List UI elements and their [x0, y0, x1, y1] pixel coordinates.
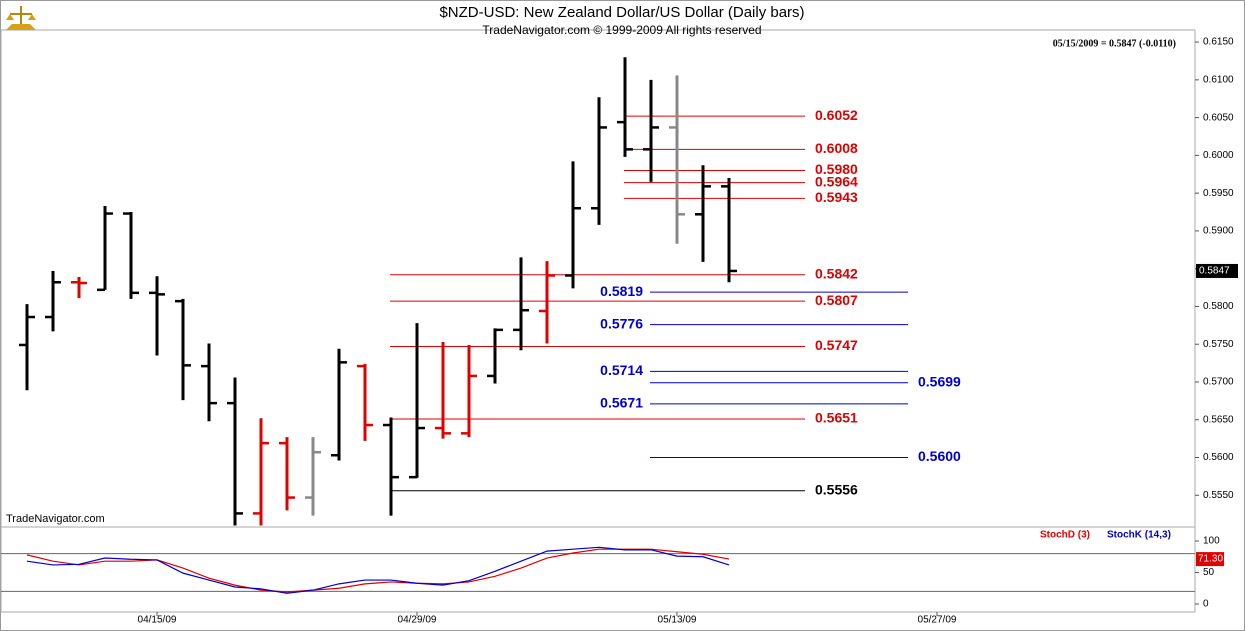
legend-entry: StochD (3) — [1040, 530, 1090, 541]
value-label: 71.30 — [1198, 554, 1223, 565]
y-tick-label: 0.5550 — [1203, 490, 1234, 501]
level-label: 0.5819 — [600, 283, 643, 299]
level-label: 0.5943 — [815, 189, 858, 205]
y-tick-label: 50 — [1203, 567, 1215, 578]
level-label: 0.5980 — [815, 161, 858, 177]
level-label: 0.5964 — [815, 173, 858, 189]
y-tick-label: 0.6150 — [1203, 37, 1234, 48]
logo — [6, 6, 36, 30]
chart-title: $NZD-USD: New Zealand Dollar/US Dollar (… — [439, 4, 804, 21]
y-tick-label: 0.5650 — [1203, 414, 1234, 425]
level-label: 0.5671 — [600, 395, 643, 411]
level-label: 0.5556 — [815, 481, 858, 497]
x-tick-label: 05/27/09 — [918, 615, 957, 626]
stoch-line — [26, 546, 730, 594]
y-tick-label: 0.5900 — [1203, 226, 1234, 237]
level-label: 0.5651 — [815, 410, 858, 426]
level-label: 0.5807 — [815, 292, 858, 308]
y-tick-label: 0.5600 — [1203, 452, 1234, 463]
y-tick-label: 0.6100 — [1203, 74, 1234, 85]
stoch-line — [26, 548, 730, 593]
y-tick-label: 0.6050 — [1203, 112, 1234, 123]
x-tick-label: 05/13/09 — [658, 615, 697, 626]
level-label: 0.6052 — [815, 107, 858, 123]
level-label: 0.6008 — [815, 140, 858, 156]
y-tick-label: 0.6000 — [1203, 150, 1234, 161]
y-tick-label: 0.5750 — [1203, 339, 1234, 350]
stoch-panel — [0, 526, 1196, 613]
value-box — [1196, 552, 1224, 567]
y-tick-label: 0 — [1203, 599, 1209, 610]
y-tick-label: 0.5950 — [1203, 188, 1234, 199]
level-label: 0.5699 — [918, 373, 961, 389]
y-tick-label: 100 — [1203, 536, 1220, 547]
chart-subtitle: TradeNavigator.com © 1999-2009 All right… — [482, 23, 761, 37]
level-label: 0.5776 — [600, 315, 643, 331]
watermark: TradeNavigator.com — [6, 513, 105, 525]
y-tick-label: 0.5800 — [1203, 301, 1234, 312]
price-header: 05/15/2009 = 0.5847 (-0.0110) — [1053, 38, 1176, 49]
last-price-box — [1196, 263, 1238, 278]
level-label: 0.5842 — [815, 265, 858, 281]
level-label: 0.5747 — [815, 337, 858, 353]
level-label: 0.5714 — [600, 362, 643, 378]
level-label: 0.5600 — [918, 448, 961, 464]
x-tick-label: 04/29/09 — [398, 615, 437, 626]
x-tick-label: 04/15/09 — [138, 615, 177, 626]
legend-entry: StochK (14,3) — [1107, 530, 1171, 541]
last-price-label: 0.5847 — [1199, 266, 1230, 277]
y-tick-label: 0.5700 — [1203, 377, 1234, 388]
